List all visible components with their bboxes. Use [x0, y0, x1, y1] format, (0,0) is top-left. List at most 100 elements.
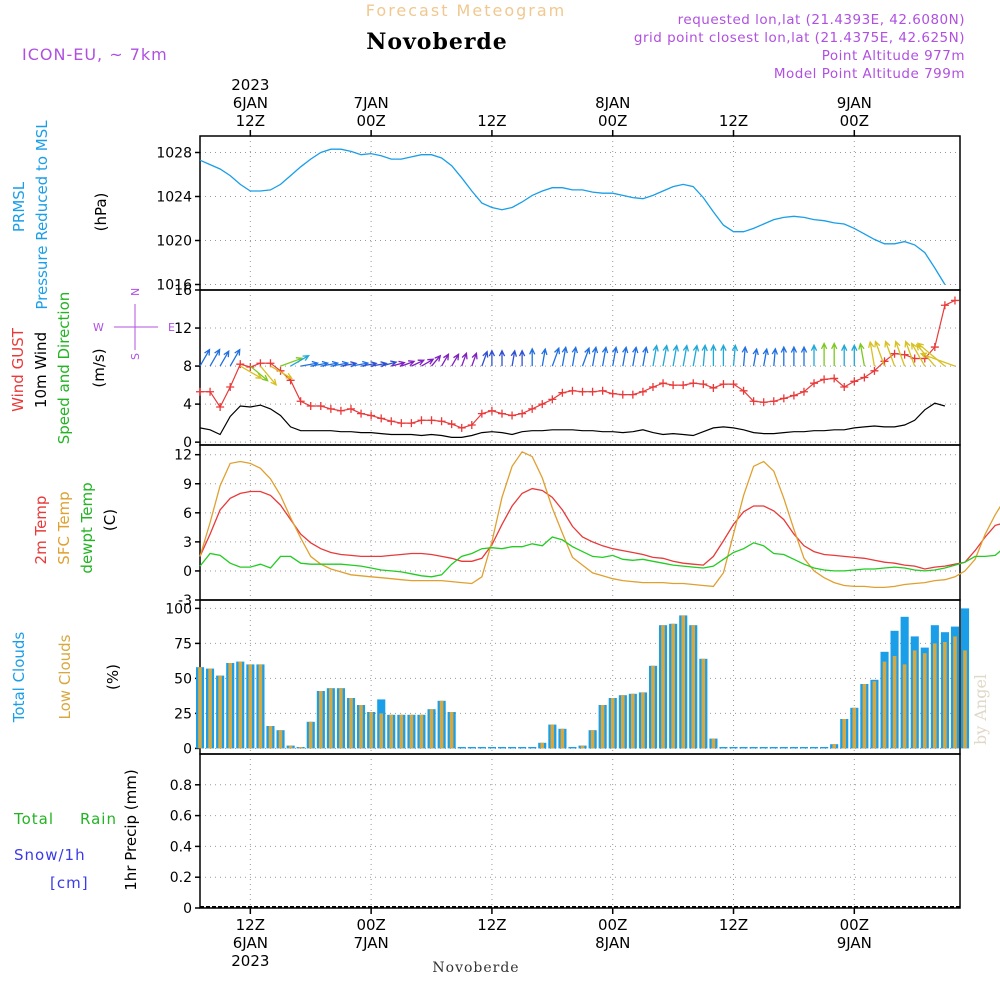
wind-direction-arrow	[741, 345, 749, 367]
series-line	[199, 148, 946, 285]
total-cloud-bar	[467, 747, 476, 749]
wind-direction-arrow	[851, 343, 858, 367]
gust-marker	[256, 359, 265, 368]
low-cloud-bar	[379, 713, 383, 749]
bottom-time-label: 6JAN	[233, 934, 268, 952]
precip-panel-labels: Total Rain Snow/1h [cm] 1hr Precip (mm)	[13, 769, 140, 892]
wind-direction-arrow	[820, 342, 828, 367]
low-cloud-bar	[319, 691, 323, 749]
gust-marker	[598, 386, 607, 395]
gust-marker	[417, 416, 426, 425]
low-cloud-bar	[238, 661, 243, 749]
gust-marker	[648, 382, 657, 391]
cloud-unit: (%)	[104, 664, 122, 690]
low-cloud-bar	[912, 650, 917, 749]
gust-marker	[266, 359, 275, 368]
wind-direction-arrow	[381, 360, 398, 367]
wind-direction-arrow	[249, 365, 269, 382]
gust-marker	[316, 402, 325, 411]
total-cloud-bar	[518, 747, 527, 749]
bottom-time-label: 00Z	[840, 916, 869, 934]
total-cloud-bar	[739, 747, 748, 749]
low-cloud-bar	[711, 738, 716, 749]
wind-direction-arrow	[672, 344, 680, 367]
wind-direction-arrow	[771, 347, 779, 367]
gust-marker	[900, 350, 909, 359]
gust-marker	[779, 394, 788, 403]
gust-marker	[689, 379, 698, 388]
y-tick-label: 50	[174, 671, 192, 687]
low-cloud-bar	[852, 707, 857, 749]
wind-direction-arrow	[904, 340, 916, 367]
panel-frame	[199, 753, 961, 909]
low-cloud-bar	[580, 745, 585, 749]
low-cloud-bar	[681, 615, 685, 749]
precip-label-snow: Snow/1h	[14, 846, 86, 864]
low-cloud-bar	[288, 745, 293, 749]
gust-marker	[387, 417, 396, 426]
top-time-label: 12Z	[477, 112, 506, 130]
y-tick-label: 1020	[156, 234, 192, 250]
wind-direction-arrow	[601, 345, 609, 367]
wind-direction-arrow	[551, 346, 561, 367]
wind-direction-arrow	[710, 343, 717, 367]
wind-direction-arrow	[591, 345, 599, 367]
gust-marker	[739, 386, 748, 395]
gust-marker	[367, 411, 376, 420]
bottom-time-label: 00Z	[598, 916, 627, 934]
gust-marker	[528, 404, 537, 413]
wind-direction-arrow	[471, 351, 478, 367]
series-line	[200, 299, 956, 429]
wind-label-1: Wind GUST	[9, 327, 27, 412]
gust-marker	[346, 404, 355, 413]
total-cloud-bar	[568, 747, 577, 749]
temp-panel-labels: 2m Temp SFC Temp dewpt Temp (C)	[32, 482, 119, 573]
bottom-time-label: 7JAN	[354, 934, 389, 952]
gust-marker	[699, 380, 708, 389]
gust-marker	[548, 395, 557, 404]
point-altitude: Point Altitude 977m	[822, 48, 965, 64]
gust-marker	[880, 357, 889, 366]
gust-marker	[659, 379, 668, 388]
series-line	[199, 487, 1000, 570]
wind-direction-arrow	[259, 365, 278, 386]
gust-marker	[578, 387, 587, 396]
wind-direction-arrow	[229, 348, 241, 367]
gust-marker	[437, 417, 446, 426]
wind-direction-arrow	[561, 345, 568, 367]
low-cloud-bar	[349, 698, 353, 749]
wind-panel-labels: Wind GUST 10m Wind Speed and Direction (…	[9, 288, 175, 445]
low-cloud-bar	[882, 661, 887, 749]
total-cloud-bar	[810, 747, 819, 749]
gust-marker	[830, 374, 839, 383]
wind-direction-arrow	[831, 342, 838, 367]
low-cloud-bar	[329, 688, 333, 749]
y-tick-label: 0	[183, 901, 192, 917]
wind-direction-arrow	[431, 354, 442, 367]
gust-marker	[679, 381, 688, 390]
y-tick-label: 75	[174, 636, 192, 652]
low-cloud-bar	[832, 744, 836, 749]
top-time-label: 12Z	[236, 112, 265, 130]
wind-direction-arrow	[219, 349, 230, 367]
wind-direction-arrow	[518, 349, 526, 367]
low-cloud-bar	[923, 653, 927, 749]
total-cloud-bar	[477, 747, 486, 749]
total-cloud-bar	[487, 747, 496, 749]
wind-direction-arrow	[571, 345, 579, 367]
low-cloud-bar	[550, 724, 555, 749]
low-cloud-bar	[872, 681, 877, 749]
gust-marker	[719, 380, 728, 389]
compass-e: E	[168, 321, 175, 334]
y-tick-label: 0.2	[170, 870, 192, 886]
low-cloud-bar	[691, 625, 695, 749]
gust-marker	[870, 366, 879, 375]
plot-panels: 10161020102410280481216-3036912025507510…	[156, 135, 1000, 917]
y-tick-label: 16	[174, 283, 192, 299]
precip-label-cm: [cm]	[50, 874, 89, 892]
low-cloud-bar	[339, 688, 343, 749]
top-time-label: 8JAN	[595, 94, 630, 112]
gust-marker	[820, 375, 829, 384]
low-cloud-bar	[419, 714, 424, 749]
